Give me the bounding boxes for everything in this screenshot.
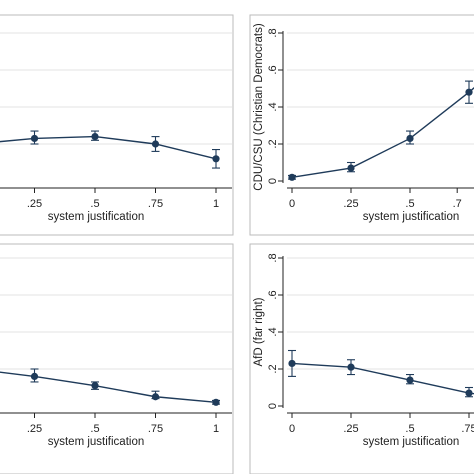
x-tick-label: .5: [405, 198, 414, 210]
x-tick-label: .25: [27, 198, 42, 210]
data-point: [30, 134, 39, 143]
y-axis-title: CDU/CSU (Christian Democrats): [253, 23, 265, 191]
y-tick-label: .4: [267, 327, 279, 336]
x-axis-title: system justification: [363, 436, 460, 448]
x-axis-title: system justification: [363, 211, 460, 223]
x-tick-label: .25: [27, 423, 42, 435]
x-tick-label: .75: [148, 423, 163, 435]
x-tick-label: .75: [461, 423, 474, 435]
y-tick-label: 0: [267, 178, 279, 184]
data-point: [465, 389, 473, 397]
data-point: [465, 88, 473, 96]
panel-top-left: .25 .5 .75 1 system justification: [0, 14, 234, 236]
y-tick-label: 0: [267, 403, 279, 409]
x-tick-label: 1: [213, 198, 219, 210]
plot-area: [0, 130, 220, 169]
data-point: [347, 363, 355, 371]
data-point: [30, 372, 39, 380]
plot-area: [288, 349, 474, 398]
y-tick-label: .6: [267, 290, 279, 299]
data-point: [288, 173, 296, 181]
x-tick-label: 0: [289, 198, 295, 210]
panel-frame: [0, 14, 234, 236]
x-axis-title: system justification: [48, 436, 145, 448]
data-point: [151, 393, 160, 401]
x-tick-label: 0: [289, 423, 295, 435]
x-tick-label: .75: [148, 198, 163, 210]
x-tick-label: .7: [453, 198, 462, 210]
y-axis-title: AfD (far right): [253, 297, 265, 366]
data-point: [406, 134, 414, 143]
data-point: [91, 133, 99, 141]
x-tick-label: .25: [343, 423, 358, 435]
plot-area: [0, 368, 220, 406]
y-tick-label: .2: [267, 364, 279, 373]
data-point: [347, 164, 355, 172]
y-tick-label: .8: [267, 253, 279, 262]
plot-area: [288, 80, 474, 181]
panel-bottom-left: .25 .5 .75 1 system justification: [0, 243, 234, 474]
data-point: [288, 359, 296, 368]
panel-frame: [249, 243, 474, 474]
y-tick-label: .4: [267, 102, 279, 111]
x-tick-label: .5: [90, 198, 99, 210]
series-line: [291, 87, 474, 178]
data-point: [212, 398, 220, 406]
data-point: [151, 140, 160, 148]
panel-frame: [0, 243, 234, 474]
data-point: [406, 376, 414, 384]
y-tick-label: .8: [267, 28, 279, 37]
y-tick-label: .6: [267, 65, 279, 74]
x-tick-label: .5: [90, 423, 99, 435]
x-axis-title: system justification: [48, 211, 145, 223]
panel-frame: [249, 14, 474, 236]
x-tick-label: .5: [405, 423, 414, 435]
data-point: [212, 155, 220, 163]
x-tick-label: .25: [343, 198, 358, 210]
data-point: [91, 382, 99, 390]
y-tick-label: .2: [267, 139, 279, 148]
x-tick-label: 1: [213, 423, 219, 435]
